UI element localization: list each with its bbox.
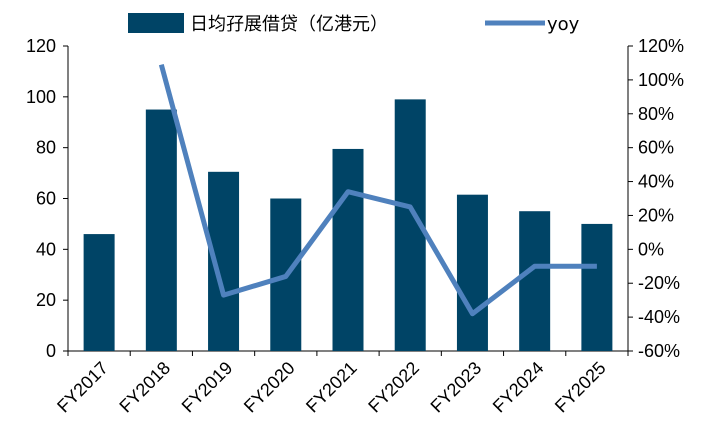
- legend-bar-swatch: [128, 13, 184, 33]
- left-tick-label: 80: [36, 138, 56, 158]
- yoy-line-series: [158, 63, 597, 317]
- x-tick-label: FY2023: [427, 358, 486, 417]
- right-tick-label: 120%: [638, 36, 684, 56]
- bar: [145, 109, 177, 352]
- x-tick-label: FY2018: [115, 358, 174, 417]
- legend: 日均孖展借贷（亿港元） yoy: [128, 13, 580, 35]
- bar: [519, 211, 551, 351]
- bar-series: [83, 99, 613, 352]
- x-tick-label: FY2019: [178, 358, 237, 417]
- right-tick-label: -40%: [638, 307, 680, 327]
- left-tick-label: 20: [36, 290, 56, 310]
- right-tick-label: -20%: [638, 273, 680, 293]
- left-tick-label: 100: [26, 87, 56, 107]
- right-tick-label: 40%: [638, 172, 674, 192]
- right-tick-label: 0%: [638, 239, 664, 259]
- bar: [581, 223, 613, 351]
- left-tick-label: 120: [26, 36, 56, 56]
- right-tick-label: 20%: [638, 205, 674, 225]
- legend-line-label: yoy: [547, 14, 580, 35]
- yoy-line: [158, 63, 597, 317]
- x-axis-labels: FY2017 FY2018 FY2019 FY2020 FY2021 FY2022 FY20…: [53, 358, 610, 417]
- right-tick-label: 80%: [638, 104, 674, 124]
- x-tick-label: FY2022: [364, 358, 423, 417]
- x-tick-label: FY2017: [53, 358, 112, 417]
- axes: 0 20 40 60 80 100 120 -60% -40% -20% 0% 20% 40% 60% 80…: [26, 36, 684, 361]
- right-tick-label: 100%: [638, 70, 684, 90]
- bar: [332, 148, 364, 351]
- bar: [456, 194, 488, 351]
- left-tick-label: 60: [36, 189, 56, 209]
- legend-bar-label: 日均孖展借贷（亿港元）: [190, 14, 388, 35]
- x-tick-label: FY2025: [551, 358, 610, 417]
- x-tick-label: FY2020: [240, 358, 299, 417]
- left-tick-label: 40: [36, 239, 56, 259]
- x-tick-label: FY2024: [489, 358, 548, 417]
- x-tick-label: FY2021: [302, 358, 361, 417]
- right-tick-label: 60%: [638, 138, 674, 158]
- bar: [83, 234, 115, 351]
- left-tick-label: 0: [46, 341, 56, 361]
- right-tick-label: -60%: [638, 341, 680, 361]
